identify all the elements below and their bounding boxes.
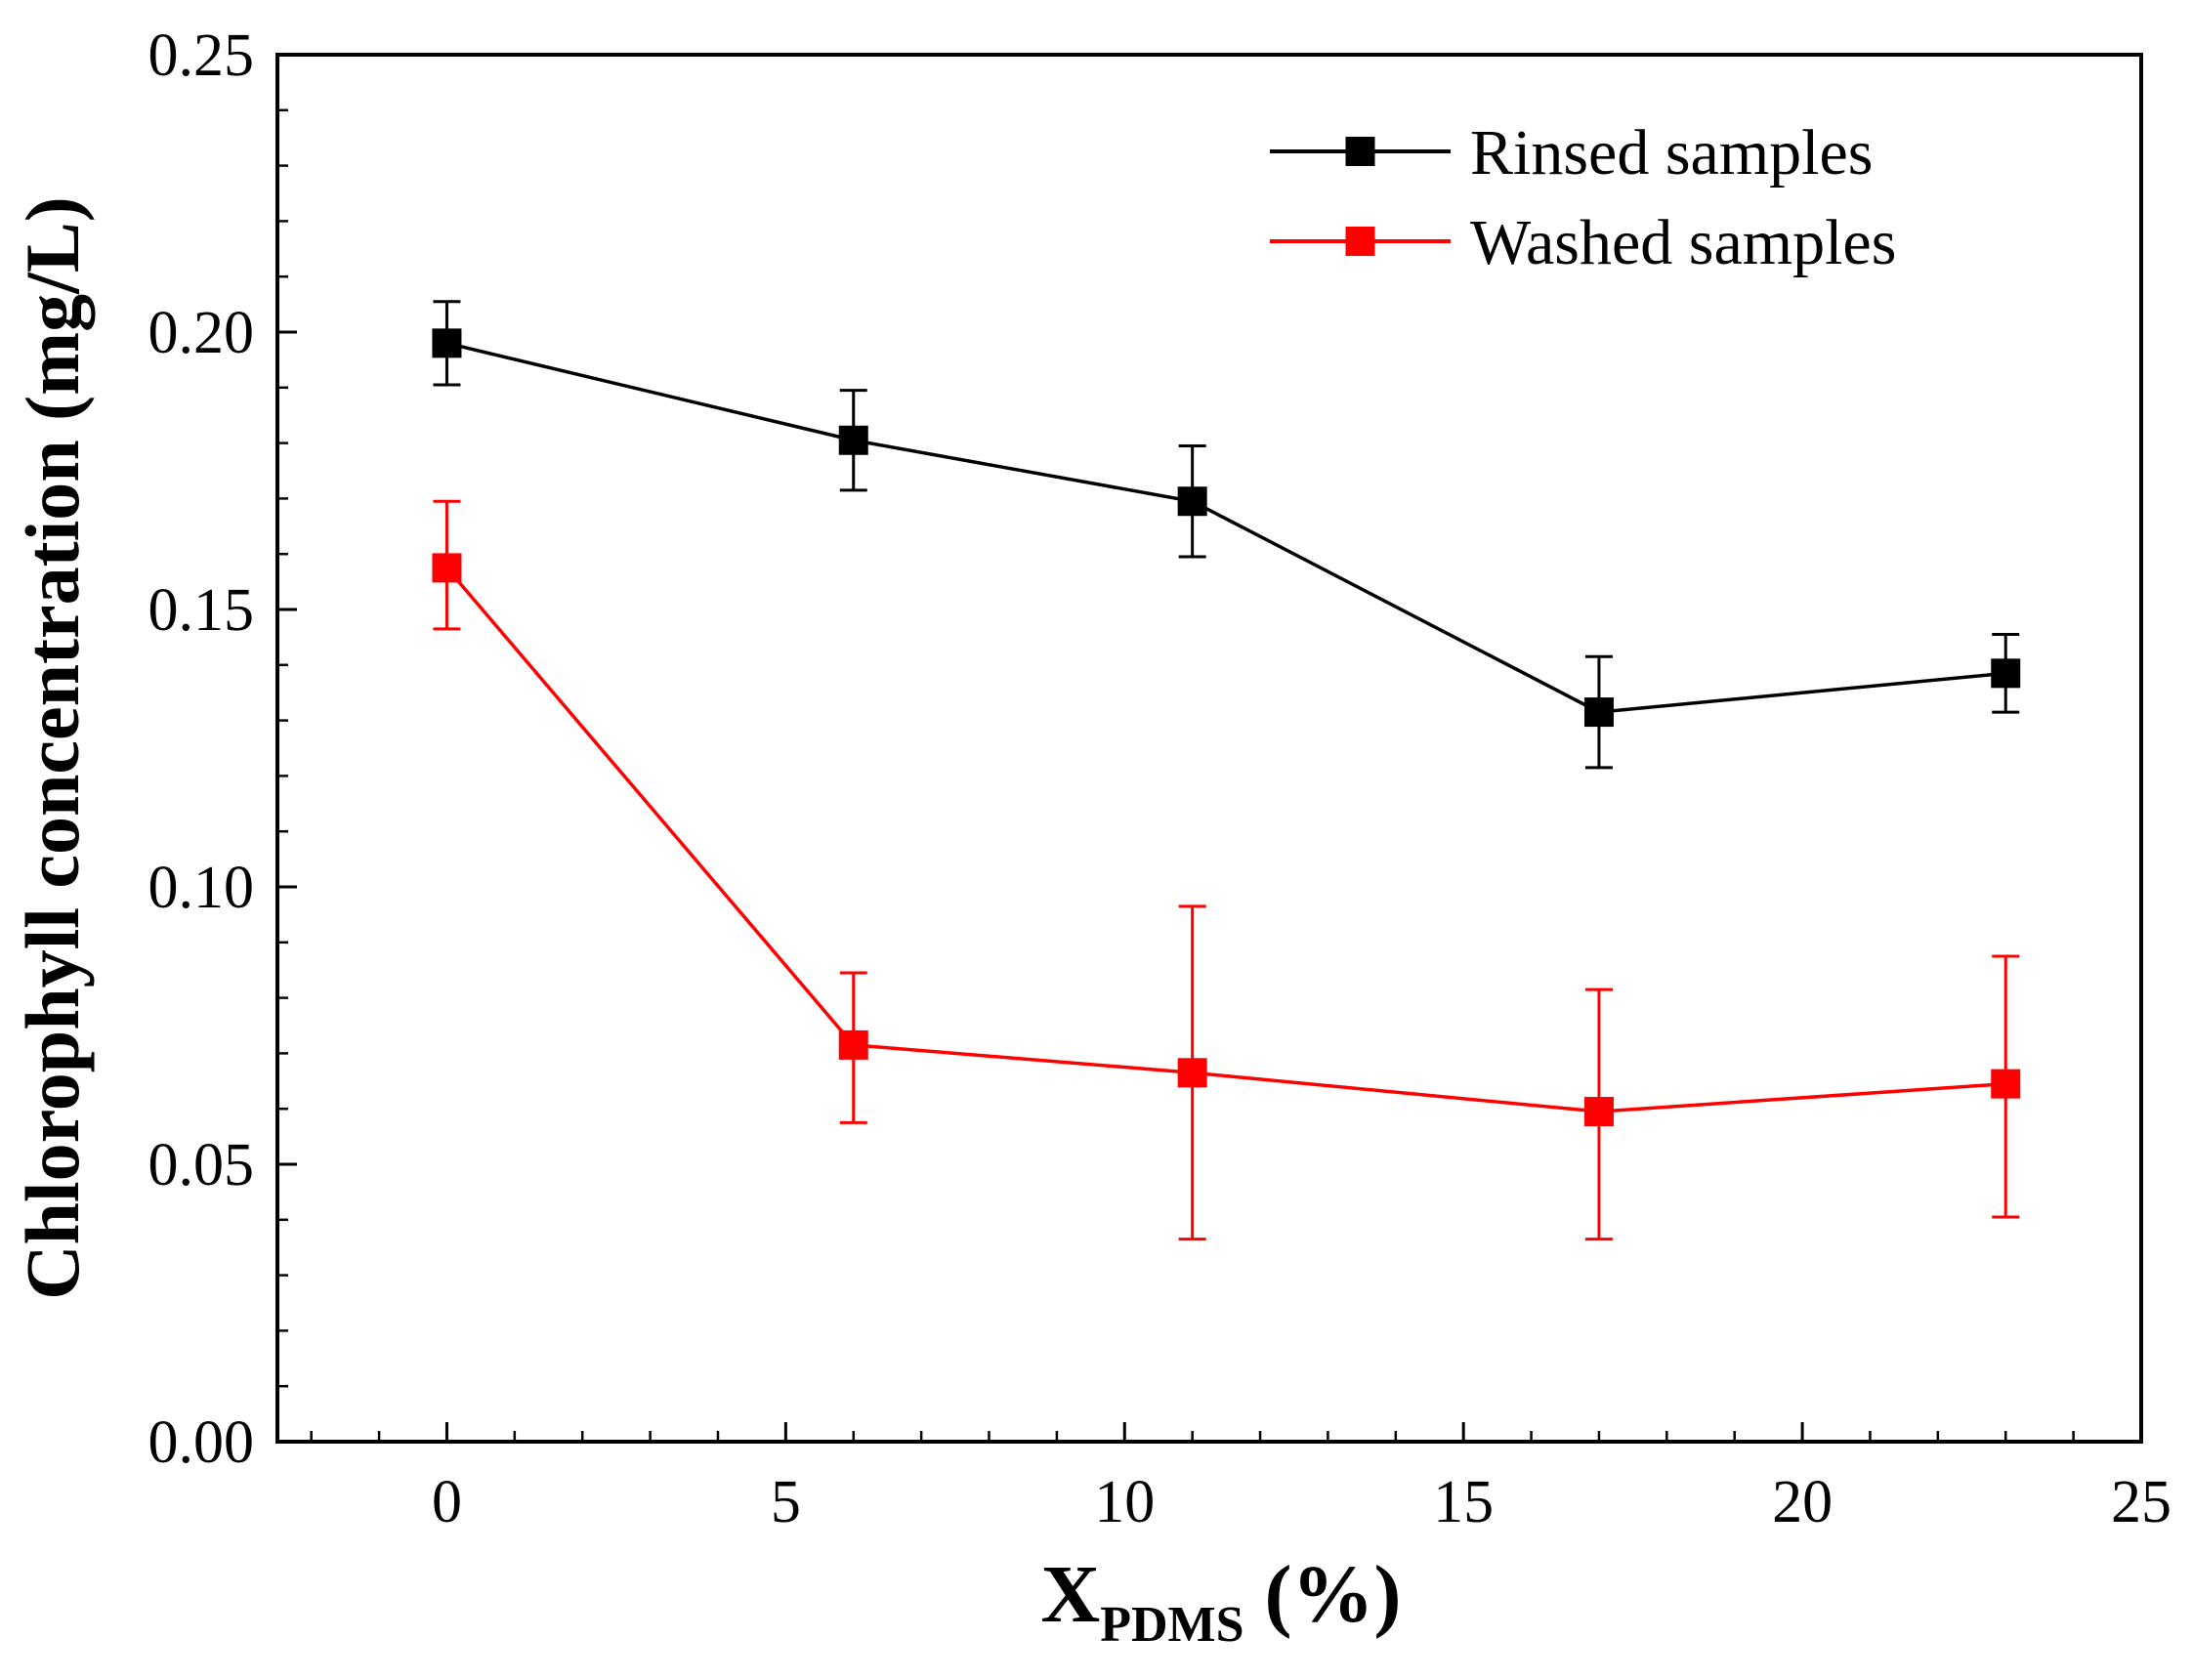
y-axis-title: Chlorophyll concentration (mg/L) <box>10 196 95 1300</box>
data-point <box>1583 1097 1614 1127</box>
y-tick-label: 0.10 <box>148 855 255 921</box>
x-axis-title: XPDMS (%) <box>1041 1549 1402 1653</box>
x-tick-label: 25 <box>2111 1469 2171 1535</box>
data-point <box>432 328 462 358</box>
legend: Rinsed samples Washed samples <box>1270 117 1896 278</box>
series-rinsed <box>432 300 2021 770</box>
data-point <box>1991 1069 2021 1099</box>
data-point <box>432 553 462 583</box>
data-point <box>838 425 868 455</box>
x-axis-title-unit: (%) <box>1244 1549 1402 1640</box>
data-point <box>1177 1058 1207 1088</box>
x-tick-label: 0 <box>432 1469 462 1535</box>
data-point <box>838 1029 868 1060</box>
y-tick-label: 0.00 <box>148 1409 255 1476</box>
legend-item: Rinsed samples <box>1270 117 1873 189</box>
y-tick-label: 0.15 <box>148 577 255 644</box>
data-point <box>1583 697 1614 728</box>
x-tick-label: 15 <box>1433 1469 1494 1535</box>
y-tick-label: 0.25 <box>148 22 255 89</box>
series-line <box>446 341 2006 714</box>
series-line <box>445 567 2006 1113</box>
plot-frame <box>275 53 2143 1444</box>
series-layer <box>432 300 2021 1241</box>
ticks-layer: 0 5 10 15 20 25 0.00 0.05 0.10 0.15 0.20 0.25 <box>148 22 2172 1535</box>
x-axis-title-main: X <box>1041 1549 1101 1640</box>
data-point <box>1177 486 1207 517</box>
y-tick-label: 0.05 <box>148 1132 255 1198</box>
x-tick-label: 20 <box>1772 1469 1833 1535</box>
y-tick-label: 0.20 <box>148 300 255 366</box>
legend-label: Rinsed samples <box>1470 117 1873 189</box>
legend-item: Washed samples <box>1270 207 1896 278</box>
legend-label: Washed samples <box>1470 207 1896 278</box>
x-tick-label: 10 <box>1094 1469 1155 1535</box>
data-point <box>1991 658 2021 689</box>
legend-marker <box>1345 227 1375 256</box>
x-tick-label: 5 <box>771 1469 801 1535</box>
series-washed <box>432 499 2021 1241</box>
legend-marker <box>1345 137 1375 166</box>
x-axis-title-subscript: PDMS <box>1100 1597 1244 1653</box>
